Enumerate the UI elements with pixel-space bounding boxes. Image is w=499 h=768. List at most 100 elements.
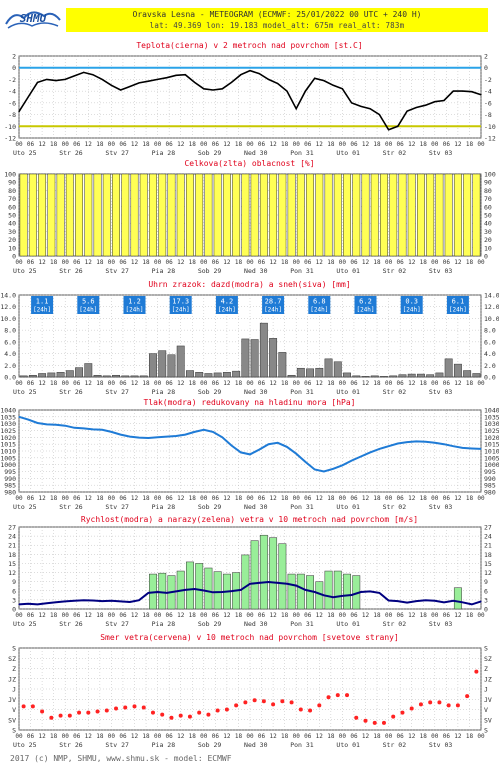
wind-speed-point — [212, 591, 214, 593]
hour-tick: 06 — [304, 612, 312, 619]
wind-direction-point — [40, 709, 45, 714]
hour-tick: 12 — [408, 259, 416, 266]
hour-tick: 12 — [38, 259, 46, 266]
y-tick-left: 1020 — [0, 434, 16, 442]
precip-bar — [324, 358, 333, 378]
daily-total-label: 4.2[24h] — [215, 296, 238, 314]
y-tick-right: 1020 — [484, 434, 499, 442]
wind-direction-point — [308, 708, 313, 713]
hour-tick: 00 — [339, 259, 347, 266]
hour-tick: 18 — [420, 380, 428, 387]
precip-bar — [185, 370, 194, 378]
hour-tick: 18 — [281, 495, 289, 502]
y-tick-left: 2.0 — [4, 362, 16, 370]
hour-tick: 00 — [200, 380, 208, 387]
cloud-bar — [361, 173, 370, 257]
hour-tick: 00 — [108, 612, 116, 619]
day-label: Str 02 — [383, 503, 407, 511]
hour-tick: 06 — [397, 612, 405, 619]
hour-tick: 00 — [477, 380, 485, 387]
y-tick-right: 15 — [484, 560, 492, 568]
day-label: Uto 25 — [13, 741, 37, 749]
hour-tick: 12 — [85, 141, 93, 148]
y-tick-right: 12.0 — [484, 303, 499, 311]
cloud-title: Celkova(zlta) oblacnost [%] — [184, 159, 315, 168]
wind-speed-point — [36, 603, 39, 606]
cloud-bar — [472, 173, 481, 257]
hour-tick: 00 — [246, 495, 254, 502]
y-tick-right: 12 — [484, 569, 492, 577]
day-label: Uto 01 — [336, 149, 360, 157]
pressure-point — [18, 416, 20, 418]
y-tick-right: 24 — [484, 533, 492, 541]
day-label: Stv 03 — [429, 503, 453, 511]
cloud-bar — [370, 173, 379, 257]
cloud-bar — [352, 173, 361, 257]
day-label: Uto 25 — [13, 388, 37, 396]
precip-bar — [296, 367, 305, 378]
pressure-point — [304, 461, 307, 463]
day-label: Sob 29 — [198, 388, 222, 396]
day-label: Pia 28 — [152, 388, 176, 396]
hour-tick: 06 — [443, 495, 451, 502]
wind-direction-point — [187, 714, 192, 719]
precip-bar — [435, 372, 444, 378]
daily-total-label: 17.3[24h] — [169, 296, 192, 314]
daily-total-value: 1.1 — [36, 298, 49, 306]
day-label: Stv 27 — [105, 149, 129, 157]
hour-tick: 12 — [38, 141, 46, 148]
hour-tick: 18 — [96, 495, 104, 502]
pressure-point — [323, 470, 325, 473]
hour-tick: 06 — [119, 733, 127, 740]
y-tick-left: -10 — [4, 123, 16, 131]
pressure-point — [92, 428, 94, 431]
cloud-bar — [241, 173, 250, 257]
day-label: Stv 03 — [429, 267, 453, 275]
wind-speed-point — [369, 590, 371, 592]
cloud-bar — [426, 173, 435, 257]
hour-tick: 12 — [454, 612, 462, 619]
y-tick-left: -12 — [4, 135, 16, 143]
hour-tick: 12 — [223, 495, 231, 502]
temperature-point — [138, 82, 140, 84]
wind-direction-point — [58, 713, 63, 718]
hour-tick: 12 — [454, 380, 462, 387]
day-label: Str 26 — [59, 620, 83, 628]
hour-tick: 18 — [142, 380, 150, 387]
y-tick-left: -8 — [8, 111, 16, 119]
day-label: Str 26 — [59, 149, 83, 157]
hour-tick: 18 — [327, 141, 335, 148]
wind-direction-point — [197, 710, 202, 715]
wind-direction-point — [465, 694, 470, 699]
day-label: Pia 28 — [152, 503, 176, 511]
hour-tick: 06 — [443, 141, 451, 148]
day-label: Uto 01 — [336, 620, 360, 628]
hour-tick: 06 — [304, 380, 312, 387]
cloud-bar — [380, 173, 388, 257]
hour-tick: 18 — [420, 733, 428, 740]
y-tick-right: 40 — [484, 220, 492, 228]
y-tick-right: -2 — [484, 76, 492, 84]
day-label: Str 02 — [383, 149, 407, 157]
hour-tick: 06 — [212, 380, 220, 387]
wind-speed-point — [110, 600, 112, 602]
y-tick-right: 80 — [484, 187, 492, 195]
hour-tick: 12 — [269, 733, 277, 740]
hour-tick: 00 — [339, 380, 347, 387]
cloud-bar — [278, 173, 287, 257]
cloud-bar — [287, 173, 296, 257]
pressure-point — [73, 427, 76, 429]
y-tick-left: 27 — [8, 524, 16, 532]
pressure-point — [397, 442, 399, 445]
hour-tick: 18 — [420, 495, 428, 502]
hour-tick: 06 — [258, 141, 266, 148]
hour-tick: 00 — [246, 259, 254, 266]
hour-tick: 00 — [477, 141, 485, 148]
y-tick-left: 990 — [4, 475, 16, 483]
y-tick-left: 21 — [8, 542, 16, 550]
hour-tick: 18 — [373, 495, 381, 502]
y-tick-left: 14.0 — [0, 292, 16, 300]
day-label: Pon 31 — [290, 267, 314, 275]
y-tick-left: -2 — [8, 76, 16, 84]
wind-speed-point — [480, 600, 482, 603]
